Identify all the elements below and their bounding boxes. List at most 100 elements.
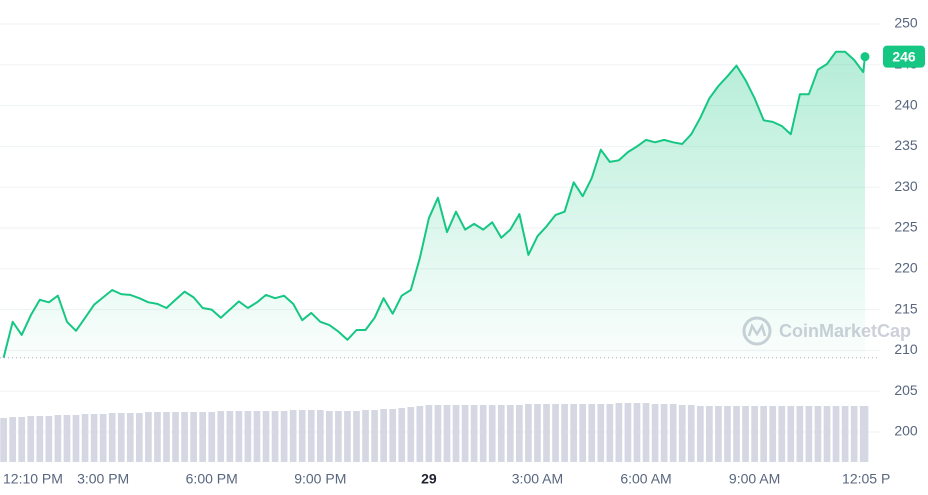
- volume-bar: [606, 404, 614, 462]
- volume-bar: [126, 413, 134, 462]
- volume-bar: [597, 404, 605, 462]
- price-line: [2, 50, 866, 358]
- volume-bars: [0, 403, 869, 462]
- volume-bar: [262, 411, 270, 462]
- volume-bar: [434, 405, 442, 462]
- volume-bar: [787, 406, 795, 462]
- volume-bar: [624, 403, 632, 462]
- volume-bar: [660, 404, 668, 462]
- plot: [0, 50, 880, 359]
- volume-bar: [371, 410, 378, 462]
- y-tick-label: 235: [894, 137, 918, 153]
- volume-bar: [217, 411, 225, 462]
- volume-bar: [316, 410, 324, 462]
- volume-bar: [326, 411, 333, 462]
- volume-bar: [570, 404, 577, 462]
- volume-bar: [271, 411, 279, 462]
- volume-bar: [307, 410, 315, 462]
- volume-bar: [163, 412, 170, 462]
- volume-bar: [525, 404, 532, 462]
- volume-bar: [244, 411, 252, 462]
- volume-bar: [642, 403, 650, 462]
- volume-bar: [543, 404, 550, 462]
- x-tick-label: 6:00 PM: [186, 471, 238, 487]
- volume-bar: [751, 406, 758, 462]
- y-tick-label: 250: [894, 15, 918, 31]
- volume-bar: [63, 415, 71, 462]
- volume-bar: [715, 406, 722, 462]
- x-tick-label: 29: [421, 471, 437, 487]
- volume-bar: [452, 405, 460, 462]
- volume-bar: [823, 406, 831, 462]
- volume-bar: [814, 406, 822, 462]
- volume-bar: [362, 410, 369, 462]
- volume-bar: [552, 404, 559, 462]
- volume-bar: [724, 406, 731, 462]
- volume-bar: [506, 405, 514, 462]
- volume-bar: [497, 405, 505, 462]
- volume-bar: [850, 406, 858, 462]
- volume-bar: [9, 417, 17, 462]
- volume-bar: [27, 416, 35, 462]
- volume-bar: [145, 412, 152, 462]
- volume-bar: [769, 406, 777, 462]
- volume-bar: [0, 418, 7, 462]
- volume-bar: [516, 405, 523, 462]
- volume-bar: [289, 410, 297, 462]
- volume-bar: [796, 406, 804, 462]
- x-tick-label: 12:05 P: [842, 471, 890, 487]
- y-tick-label: 210: [894, 341, 918, 357]
- volume-bar: [226, 411, 234, 462]
- volume-bar: [117, 413, 125, 462]
- x-tick-label: 9:00 AM: [729, 471, 780, 487]
- volume-bar: [108, 413, 116, 462]
- volume-bar: [651, 404, 659, 462]
- volume-bar: [479, 405, 487, 462]
- x-tick-label: 3:00 AM: [512, 471, 563, 487]
- volume-bar: [208, 412, 216, 462]
- volume-bar: [615, 403, 623, 462]
- volume-bar: [579, 404, 587, 462]
- y-tick-label: 240: [894, 96, 918, 112]
- volume-bar: [733, 406, 740, 462]
- volume-bar: [99, 414, 107, 462]
- volume-bar: [425, 405, 433, 462]
- volume-bar: [398, 408, 406, 462]
- volume-bar: [470, 405, 478, 462]
- volume-bar: [696, 406, 704, 462]
- volume-bar: [742, 406, 749, 462]
- volume-bar: [181, 412, 188, 462]
- volume-bar: [443, 405, 451, 462]
- last-point: [860, 52, 870, 62]
- volume-bar: [335, 411, 342, 462]
- volume-bar: [353, 411, 360, 462]
- x-tick-label: 6:00 AM: [620, 471, 671, 487]
- volume-bar: [199, 412, 207, 462]
- y-tick-label: 225: [894, 219, 918, 235]
- volume-bar: [389, 409, 397, 462]
- volume-bar: [81, 414, 89, 462]
- y-tick-label: 200: [894, 423, 918, 439]
- y-tick-label: 215: [894, 300, 918, 316]
- volume-bar: [805, 406, 813, 462]
- price-area: [3, 51, 866, 358]
- volume-bar: [235, 411, 243, 462]
- x-tick-label: 9:00 PM: [294, 471, 346, 487]
- volume-bar: [380, 409, 387, 462]
- volume-bar: [135, 413, 143, 462]
- volume-bar: [488, 405, 496, 462]
- volume-bar: [561, 404, 568, 462]
- volume-bar: [172, 412, 179, 462]
- volume-bar: [669, 404, 677, 462]
- price-tag-label: 246: [892, 48, 916, 64]
- y-tick-label: 205: [894, 382, 918, 398]
- volume-bar: [706, 406, 713, 462]
- volume-bar: [588, 404, 596, 462]
- y-tick-label: 220: [894, 260, 918, 276]
- y-tick-label: 230: [894, 178, 918, 194]
- volume-bar: [54, 415, 62, 462]
- axes: 20020521021522022523023524024525012:10 P…: [3, 15, 925, 487]
- volume-bar: [760, 406, 768, 462]
- volume-bar: [72, 415, 80, 462]
